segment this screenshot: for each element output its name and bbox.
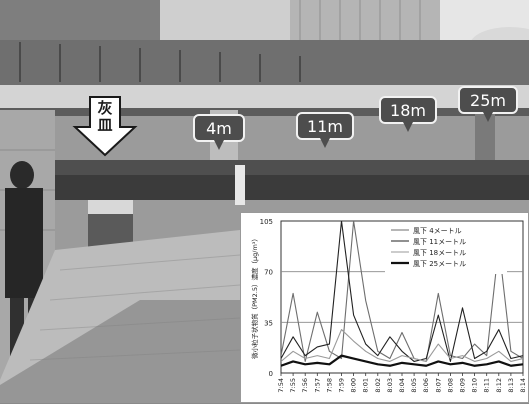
legend-entry: 風下 11メートル [413, 238, 466, 246]
x-tick-label: 8:12 [495, 378, 503, 393]
x-tick-label: 7:56 [301, 378, 309, 393]
y-tick-label: 0 [269, 370, 273, 378]
x-tick-label: 8:01 [362, 378, 370, 393]
x-tick-label: 8:14 [519, 378, 527, 393]
callout-label: 4m [206, 119, 232, 138]
legend-box [385, 224, 507, 274]
series-line-2 [281, 221, 523, 362]
y-axis-label: 微小粒子状物質（PM2.5）濃度（μg/m³） [250, 235, 259, 359]
distance-callout-4m: 4m [193, 114, 245, 150]
x-tick-label: 7:58 [325, 378, 333, 393]
callout-label: 25m [470, 91, 506, 110]
y-tick-label: 35 [264, 319, 273, 327]
ashtray-arrow-icon [72, 96, 138, 157]
series-line-3 [281, 329, 523, 362]
x-tick-label: 8:07 [434, 378, 442, 393]
y-tick-label: 105 [260, 218, 273, 226]
callout-label: 18m [390, 101, 426, 120]
distance-callout-18m: 18m [379, 96, 437, 132]
pm25-line-chart: 0 35 70 105 7:54 7:55 7:56 7:57 7:58 7:59 8:00 8:01… [250, 218, 527, 393]
pm25-chart-panel: 0 35 70 105 7:54 7:55 7:56 7:57 7:58 7:59 8:00 8:01… [240, 212, 529, 403]
legend-entry: 風下 25メートル [413, 260, 466, 268]
x-tick-label: 8:11 [483, 378, 491, 393]
x-tick-label: 7:59 [338, 378, 346, 393]
y-tick-label: 70 [264, 269, 273, 277]
legend-entry: 風下 18メートル [413, 249, 466, 257]
x-tick-label: 7:55 [289, 378, 297, 393]
x-tick-label: 8:05 [410, 378, 418, 393]
series-line-1 [281, 221, 523, 362]
x-tick-label: 7:57 [313, 378, 321, 393]
callout-label: 11m [307, 117, 343, 136]
x-tick-label: 8:00 [350, 378, 358, 393]
x-tick-label: 8:06 [422, 378, 430, 393]
x-tick-label: 7:54 [277, 378, 285, 393]
x-tick-label: 8:03 [386, 378, 394, 393]
x-tick-label: 8:13 [507, 378, 515, 393]
series-line-4 [281, 354, 523, 367]
x-tick-label: 8:04 [398, 378, 406, 393]
ashtray-label-line2: 皿 [97, 116, 113, 134]
legend-entry: 風下 4メートル [413, 227, 462, 235]
x-tick-label: 8:08 [446, 378, 454, 393]
ashtray-label: 灰 皿 [92, 100, 118, 134]
x-tick-label: 8:09 [459, 378, 467, 393]
ashtray-label-line1: 灰 [97, 99, 113, 117]
x-tick-label: 8:02 [374, 378, 382, 393]
distance-callout-25m: 25m [458, 86, 518, 122]
x-tick-label: 8:10 [471, 378, 479, 393]
distance-callout-11m: 11m [296, 112, 354, 148]
